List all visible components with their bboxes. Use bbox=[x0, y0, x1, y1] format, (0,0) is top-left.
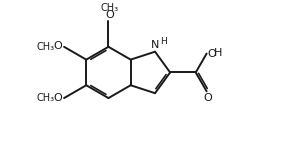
Text: O: O bbox=[53, 41, 62, 51]
Text: O: O bbox=[105, 10, 114, 20]
Text: O: O bbox=[203, 93, 212, 103]
Text: O: O bbox=[208, 49, 216, 59]
Text: CH₃: CH₃ bbox=[100, 3, 118, 13]
Text: N: N bbox=[151, 40, 159, 50]
Text: CH₃: CH₃ bbox=[36, 42, 54, 52]
Text: CH₃: CH₃ bbox=[36, 93, 54, 103]
Text: H: H bbox=[160, 37, 167, 46]
Text: H: H bbox=[213, 48, 222, 58]
Text: O: O bbox=[53, 93, 62, 103]
